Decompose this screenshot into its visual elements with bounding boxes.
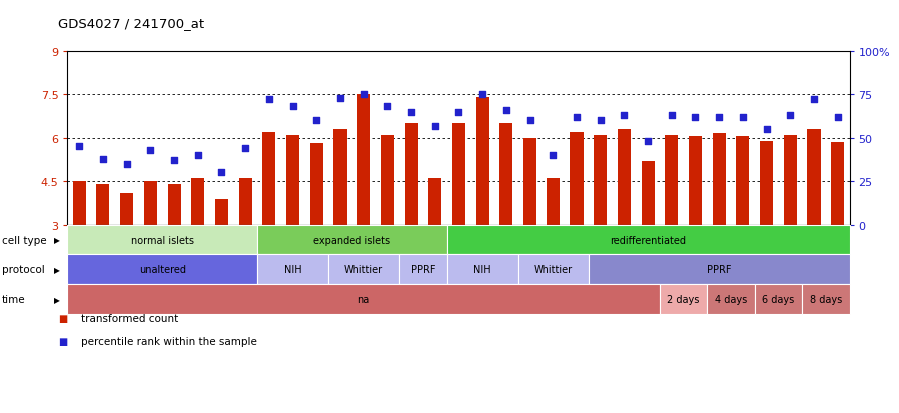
Point [712,114,726,121]
Point [333,95,347,102]
Text: percentile rank within the sample: percentile rank within the sample [81,336,257,346]
Point [191,152,205,159]
Bar [263,133,275,225]
Bar [357,95,370,225]
Point [96,156,111,162]
Text: unaltered: unaltered [138,265,186,275]
Point [72,144,86,150]
Bar [452,124,465,225]
Point [618,112,632,119]
Bar [120,193,133,225]
Point [262,97,276,104]
Point [475,92,489,98]
Text: na: na [358,294,369,304]
Point [664,112,679,119]
Bar [760,141,773,225]
Point [593,118,608,124]
Bar [618,130,631,225]
Text: ▶: ▶ [54,265,59,274]
Bar [713,134,725,225]
Text: ■: ■ [58,336,67,346]
Bar [499,124,512,225]
Point [404,109,418,116]
Text: Whittier: Whittier [344,265,383,275]
Text: time: time [2,294,25,304]
Bar [476,98,489,225]
Point [428,123,442,130]
Bar [334,130,346,225]
Text: Whittier: Whittier [534,265,573,275]
Text: 8 days: 8 days [810,294,842,304]
Text: GDS4027 / 241700_at: GDS4027 / 241700_at [58,17,205,29]
Point [689,114,703,121]
Bar [286,135,299,225]
Text: 6 days: 6 days [762,294,795,304]
Point [120,161,134,168]
Text: normal islets: normal islets [130,235,193,245]
Text: PPRF: PPRF [707,265,732,275]
Text: transformed count: transformed count [81,313,178,323]
Bar [523,138,536,225]
Bar [665,135,679,225]
Point [143,147,157,154]
Point [309,118,324,124]
Point [285,104,299,110]
Point [831,114,845,121]
Bar [405,124,418,225]
Bar [167,185,181,225]
Text: redifferentiated: redifferentiated [610,235,686,245]
Bar [807,130,821,225]
Point [499,107,513,114]
Bar [144,182,157,225]
Point [451,109,466,116]
Bar [571,133,583,225]
Bar [73,182,85,225]
Point [522,118,537,124]
Point [546,152,560,159]
Text: ▶: ▶ [54,235,59,244]
Text: NIH: NIH [284,265,301,275]
Text: cell type: cell type [2,235,47,245]
Bar [594,135,607,225]
Text: ■: ■ [58,313,67,323]
Text: protocol: protocol [2,265,45,275]
Text: PPRF: PPRF [411,265,435,275]
Point [238,145,253,152]
Point [760,126,774,133]
Point [735,114,750,121]
Text: ▶: ▶ [54,295,59,304]
Point [783,112,797,119]
Bar [191,179,204,225]
Bar [642,161,654,225]
Bar [832,143,844,225]
Text: 2 days: 2 days [667,294,699,304]
Point [806,97,821,104]
Point [357,92,371,98]
Bar [381,135,394,225]
Point [214,170,228,176]
Bar [428,179,441,225]
Text: expanded islets: expanded islets [313,235,390,245]
Bar [784,135,797,225]
Text: NIH: NIH [474,265,491,275]
Point [570,114,584,121]
Bar [736,137,750,225]
Bar [310,144,323,225]
Point [641,138,655,145]
Bar [215,199,228,225]
Point [167,158,182,164]
Bar [96,185,110,225]
Text: 4 days: 4 days [715,294,747,304]
Bar [547,179,560,225]
Bar [689,137,702,225]
Bar [238,179,252,225]
Point [380,104,395,110]
